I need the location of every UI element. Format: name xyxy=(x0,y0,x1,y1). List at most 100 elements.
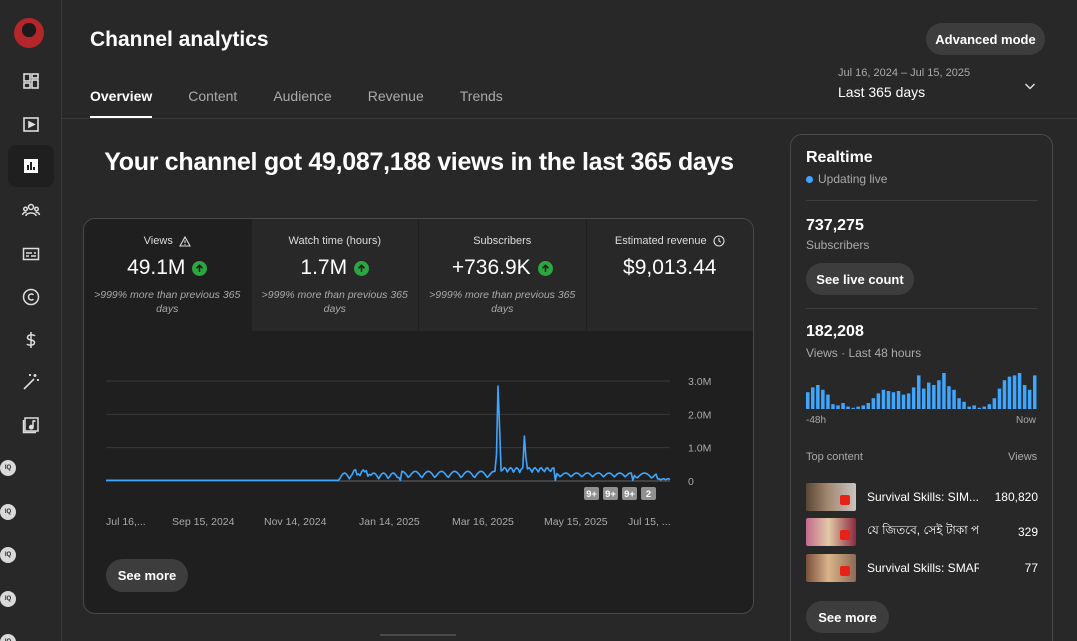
realtime-bar[interactable] xyxy=(886,391,891,409)
tab-audience[interactable]: Audience xyxy=(273,88,332,104)
realtime-bar[interactable] xyxy=(856,406,860,409)
realtime-bar[interactable] xyxy=(982,406,987,409)
realtime-bar[interactable] xyxy=(932,385,936,409)
realtime-bar[interactable] xyxy=(947,386,951,409)
realtime-bar[interactable] xyxy=(942,373,946,409)
top-content-row[interactable]: যে জিতবে, সেই টাকা পা... 329 xyxy=(806,517,1038,547)
content-icon[interactable] xyxy=(8,103,54,145)
realtime-bar[interactable] xyxy=(866,403,871,409)
earn-icon[interactable] xyxy=(8,319,54,361)
realtime-bar[interactable] xyxy=(846,406,850,409)
event-marker[interactable] xyxy=(641,487,656,500)
realtime-bar[interactable] xyxy=(972,405,976,409)
realtime-bar[interactable] xyxy=(911,387,916,409)
metric-subscribers[interactable]: Subscribers +736.9K >999% more than prev… xyxy=(419,219,587,331)
customization-icon[interactable] xyxy=(8,361,54,403)
realtime-bar[interactable] xyxy=(952,389,956,409)
chevron-down-icon[interactable] xyxy=(1024,80,1036,92)
realtime-bar[interactable] xyxy=(962,401,966,409)
realtime-bar[interactable] xyxy=(906,393,911,409)
metric-watch-time[interactable]: Watch time (hours) 1.7M >999% more than … xyxy=(251,219,419,331)
event-marker[interactable] xyxy=(584,487,599,500)
realtime-bar[interactable] xyxy=(891,392,896,409)
channel-avatar[interactable] xyxy=(14,18,44,48)
date-range-selector[interactable]: Jul 16, 2024 – Jul 15, 2025 Last 365 day… xyxy=(838,67,970,100)
realtime-bar[interactable] xyxy=(836,405,840,409)
see-live-count-button[interactable]: See live count xyxy=(806,263,914,295)
realtime-bar[interactable] xyxy=(937,380,941,409)
clock-icon[interactable] xyxy=(713,235,725,247)
realtime-bar[interactable] xyxy=(851,407,855,409)
tab-trends[interactable]: Trends xyxy=(459,88,503,104)
realtime-bar[interactable] xyxy=(997,388,1002,409)
metric-revenue[interactable]: Estimated revenue $9,013.44 xyxy=(586,219,753,331)
event-marker-label: 9+ xyxy=(624,489,635,500)
channel-shortcut-icon[interactable]: IQ xyxy=(0,504,16,520)
realtime-bar[interactable] xyxy=(957,398,961,409)
metric-value: 1.7M xyxy=(300,256,348,279)
realtime-bar[interactable] xyxy=(1027,389,1032,409)
realtime-bar[interactable] xyxy=(896,391,901,409)
realtime-bar[interactable] xyxy=(922,388,926,409)
event-marker-label: 9+ xyxy=(605,489,616,500)
realtime-bar[interactable] xyxy=(917,375,921,409)
realtime-bar[interactable] xyxy=(861,405,866,409)
realtime-title: Realtime xyxy=(806,149,873,166)
realtime-bar[interactable] xyxy=(977,407,982,409)
realtime-bar[interactable] xyxy=(806,392,810,409)
metric-label: Subscribers xyxy=(473,235,532,247)
axis-end-label: Now xyxy=(1016,415,1037,426)
realtime-bar[interactable] xyxy=(881,389,886,409)
warning-icon[interactable] xyxy=(178,235,191,247)
event-marker[interactable] xyxy=(622,487,637,500)
realtime-see-more-button[interactable]: See more xyxy=(806,601,889,633)
tab-content[interactable]: Content xyxy=(188,88,238,104)
views-line-chart[interactable]: 3.0M 2.0M 1.0M 0 Jul 16,... Sep 15, 2024 Nov 1… xyxy=(84,331,754,551)
realtime-bar[interactable] xyxy=(1007,376,1012,409)
realtime-bar[interactable] xyxy=(1017,373,1022,409)
views-series-line[interactable] xyxy=(106,385,671,482)
community-icon[interactable] xyxy=(8,189,54,231)
copyright-icon[interactable] xyxy=(8,276,54,318)
metric-value: $9,013.44 xyxy=(623,256,717,279)
channel-shortcut-icon[interactable]: IQ xyxy=(0,634,16,641)
realtime-bar[interactable] xyxy=(841,403,845,409)
advanced-mode-button[interactable]: Advanced mode xyxy=(926,23,1045,55)
realtime-bar[interactable] xyxy=(816,385,820,409)
subtitles-icon[interactable] xyxy=(8,233,54,275)
realtime-bar[interactable] xyxy=(1012,375,1017,409)
metric-value: +736.9K xyxy=(451,256,531,279)
top-content-label: Top content xyxy=(806,451,863,463)
top-content-row[interactable]: Survival Skills: SMART id... 77 xyxy=(806,553,1038,583)
realtime-bar[interactable] xyxy=(876,393,881,409)
channel-shortcut-icon[interactable]: IQ xyxy=(0,460,16,476)
channel-shortcut-icon[interactable]: IQ xyxy=(0,547,16,563)
channel-shortcut-icon[interactable]: IQ xyxy=(0,591,16,607)
realtime-bar[interactable] xyxy=(831,404,835,409)
scroll-indicator xyxy=(380,634,456,636)
realtime-bar[interactable] xyxy=(826,394,830,409)
views-label: Views · Last 48 hours xyxy=(806,346,922,360)
see-more-button[interactable]: See more xyxy=(106,559,188,592)
audio-library-icon[interactable] xyxy=(8,404,54,446)
dashboard-icon[interactable] xyxy=(8,60,54,102)
realtime-bar[interactable] xyxy=(1033,375,1037,409)
tab-overview[interactable]: Overview xyxy=(90,88,153,118)
realtime-bar[interactable] xyxy=(1002,380,1007,409)
realtime-bar[interactable] xyxy=(927,382,931,409)
tab-revenue[interactable]: Revenue xyxy=(367,88,424,104)
realtime-bar-chart[interactable] xyxy=(806,371,1038,409)
realtime-bar[interactable] xyxy=(992,398,997,409)
realtime-bar[interactable] xyxy=(821,389,825,409)
event-marker[interactable] xyxy=(603,487,618,500)
realtime-bar[interactable] xyxy=(901,394,906,409)
realtime-bar[interactable] xyxy=(967,406,971,409)
realtime-bar[interactable] xyxy=(1022,385,1027,409)
top-content-row[interactable]: Survival Skills: SIM... 180,820 xyxy=(806,482,1038,512)
realtime-bar[interactable] xyxy=(987,404,992,409)
realtime-bar[interactable] xyxy=(811,387,815,409)
analytics-icon[interactable] xyxy=(8,145,54,187)
video-thumbnail xyxy=(806,554,856,582)
realtime-bar[interactable] xyxy=(871,398,876,409)
metric-views[interactable]: Views 49.1M >999% more than previous 365… xyxy=(84,219,252,331)
